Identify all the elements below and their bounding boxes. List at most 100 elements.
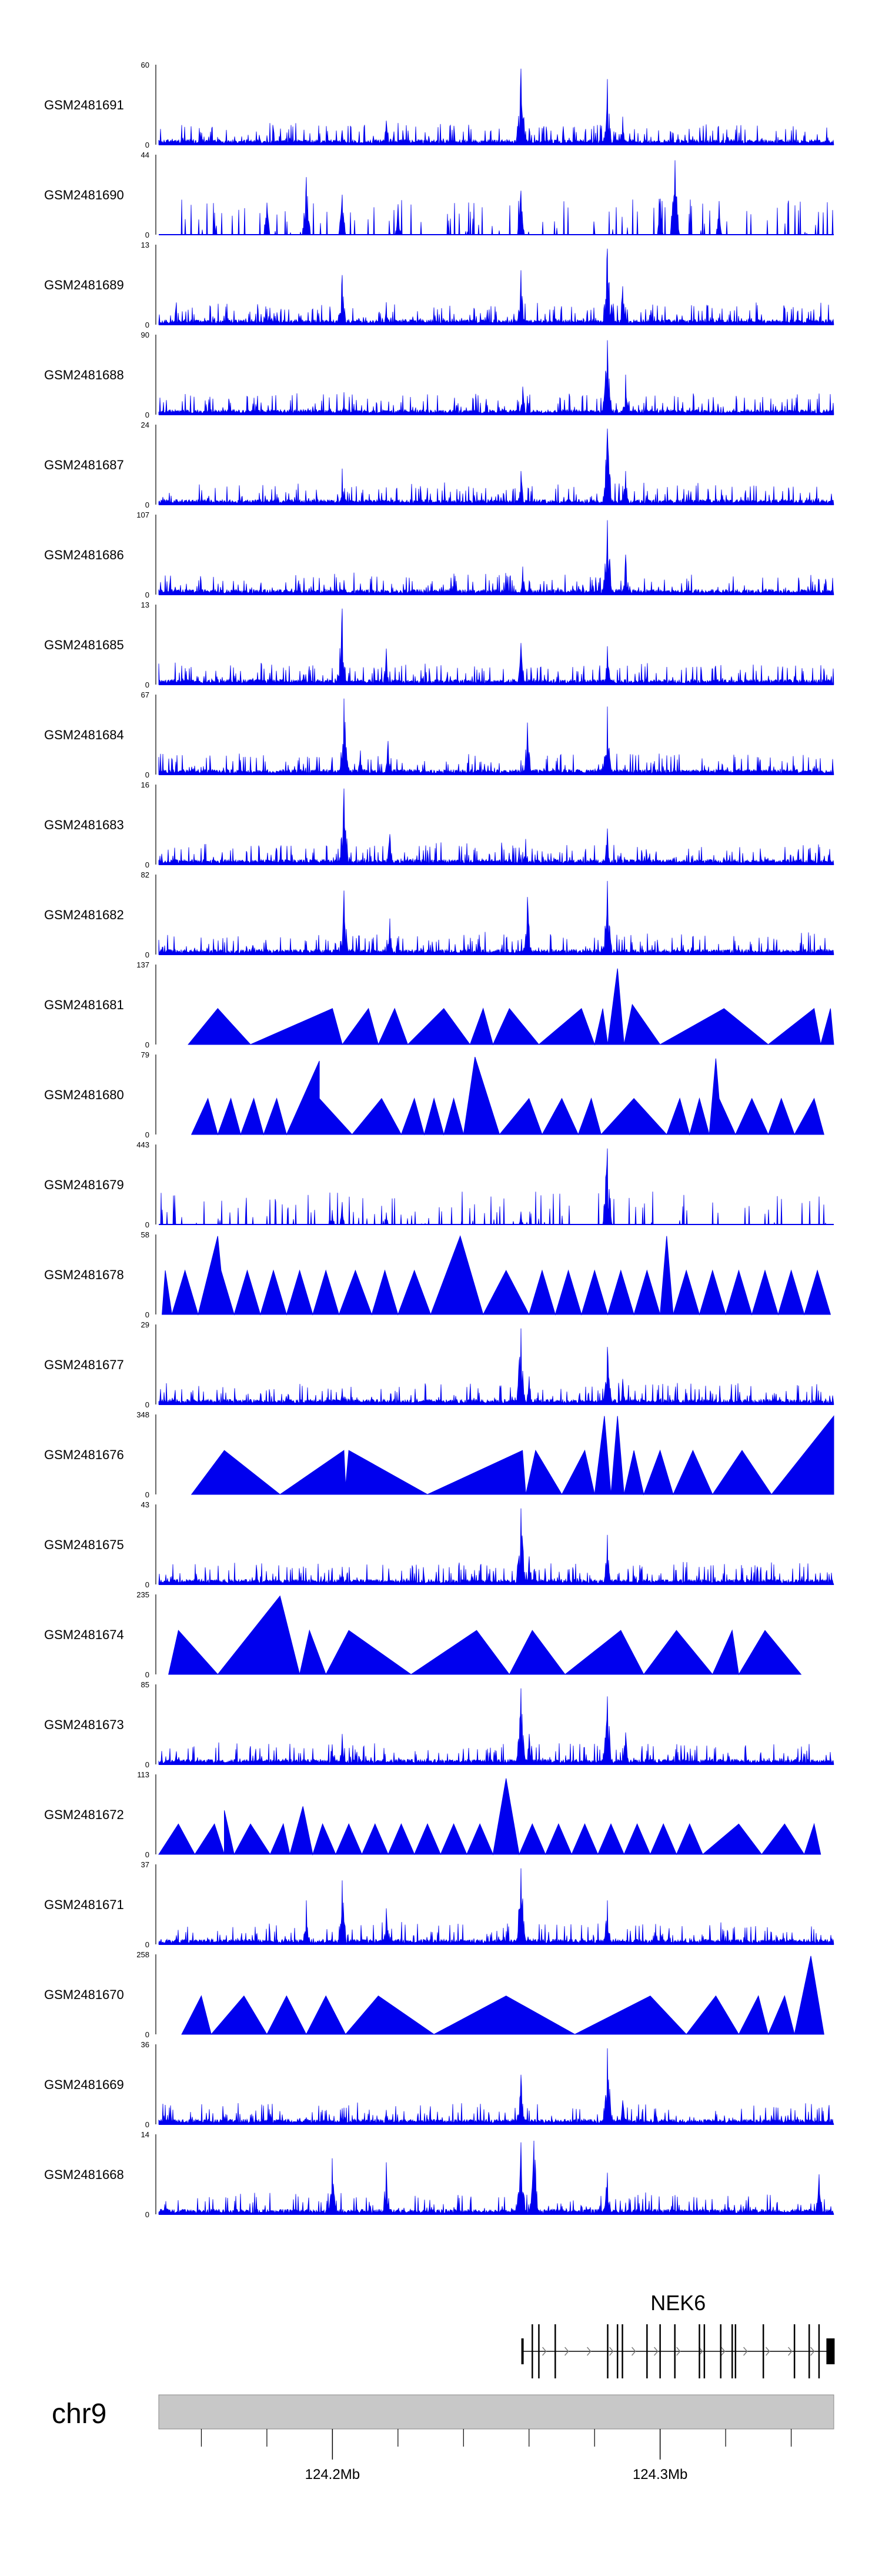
y-max-label: 58 — [141, 1230, 149, 1239]
y-max-label: 82 — [141, 870, 149, 879]
y-max-label: 137 — [136, 960, 149, 969]
track-GSM2481680: GSM2481680 79 0 — [44, 1050, 824, 1139]
y-min-label: 0 — [145, 1130, 149, 1139]
signal-area — [158, 1328, 834, 1405]
y-max-label: 24 — [141, 421, 149, 429]
y-max-label: 60 — [141, 61, 149, 69]
track-label: GSM2481687 — [44, 458, 124, 472]
strand-arrow — [810, 2347, 815, 2356]
track-label: GSM2481672 — [44, 1807, 124, 1822]
exon — [674, 2324, 676, 2378]
exon — [703, 2324, 706, 2378]
y-max-label: 36 — [141, 2040, 149, 2049]
track-label: GSM2481686 — [44, 548, 124, 562]
track-label: GSM2481670 — [44, 1987, 124, 2002]
strand-arrow — [766, 2347, 770, 2356]
y-max-label: 37 — [141, 1860, 149, 1869]
exon — [554, 2324, 556, 2378]
exon — [699, 2324, 700, 2378]
track-GSM2481668: GSM2481668 14 0 — [44, 2130, 834, 2219]
track-label: GSM2481682 — [44, 907, 124, 922]
strand-arrow — [788, 2347, 793, 2356]
signal-area — [158, 1508, 834, 1585]
track-GSM2481681: GSM2481681 137 0 — [44, 960, 834, 1049]
track-GSM2481690: GSM2481690 44 0 — [44, 151, 834, 239]
track-GSM2481688: GSM2481688 90 0 — [44, 331, 834, 419]
y-min-label: 0 — [145, 860, 149, 869]
track-GSM2481682: GSM2481682 82 0 — [44, 870, 834, 959]
track-GSM2481678: GSM2481678 58 0 — [44, 1230, 831, 1319]
signal-area — [159, 1148, 834, 1225]
exon — [734, 2324, 737, 2378]
signal-area — [191, 1415, 834, 1496]
exon — [538, 2324, 540, 2378]
exon — [607, 2324, 609, 2378]
y-min-label: 0 — [145, 2030, 149, 2039]
track-GSM2481679: GSM2481679 443 0 — [44, 1140, 834, 1229]
track-label: GSM2481677 — [44, 1357, 124, 1372]
exon — [731, 2324, 733, 2378]
track-label: GSM2481690 — [44, 188, 124, 202]
signal-area — [158, 1868, 834, 1945]
exon — [720, 2324, 721, 2378]
track-GSM2481685: GSM2481685 13 0 — [44, 600, 834, 689]
track-label: GSM2481691 — [44, 98, 124, 112]
y-min-label: 0 — [145, 1670, 149, 1679]
exon — [646, 2324, 648, 2378]
exon — [659, 2324, 661, 2378]
signal-area — [158, 788, 834, 865]
track-label: GSM2481685 — [44, 638, 124, 652]
chromosome-band — [158, 2394, 834, 2430]
y-min-label: 0 — [145, 1940, 149, 1949]
y-max-label: 44 — [141, 151, 149, 159]
y-min-label: 0 — [145, 1040, 149, 1049]
y-min-label: 0 — [145, 770, 149, 779]
y-min-label: 0 — [145, 321, 149, 329]
track-label: GSM2481683 — [44, 817, 124, 832]
exon — [532, 2324, 533, 2378]
track-label: GSM2481669 — [44, 2077, 124, 2092]
track-GSM2481691: GSM2481691 60 0 — [44, 61, 834, 149]
y-max-label: 13 — [141, 241, 149, 249]
signal-area — [158, 68, 834, 145]
strand-arrow — [721, 2347, 726, 2356]
y-min-label: 0 — [145, 1580, 149, 1589]
track-GSM2481673: GSM2481673 85 0 — [44, 1680, 834, 1769]
signal-area — [158, 520, 834, 595]
signal-tracks: GSM2481691600GSM2481690440GSM2481689130G… — [44, 61, 834, 2219]
track-GSM2481684: GSM2481684 67 0 — [44, 690, 834, 779]
exon — [808, 2324, 810, 2378]
y-max-label: 43 — [141, 1500, 149, 1509]
gene-track: NEK6 — [521, 2291, 835, 2378]
track-label: GSM2481673 — [44, 1717, 124, 1732]
y-min-label: 0 — [145, 2210, 149, 2219]
y-max-label: 258 — [136, 1950, 149, 1959]
y-max-label: 13 — [141, 600, 149, 609]
exon — [826, 2338, 835, 2364]
track-label: GSM2481680 — [44, 1087, 124, 1102]
y-max-label: 14 — [141, 2130, 149, 2139]
signal-area — [158, 428, 834, 505]
exon — [762, 2324, 764, 2378]
y-min-label: 0 — [145, 500, 149, 509]
strand-arrow — [632, 2347, 636, 2356]
y-max-label: 67 — [141, 690, 149, 699]
exon — [616, 2324, 619, 2378]
strand-arrow — [743, 2347, 748, 2356]
strand-arrow — [676, 2347, 681, 2356]
strand-arrow — [654, 2347, 659, 2356]
signal-area — [158, 2140, 834, 2215]
strand-arrow — [587, 2347, 592, 2356]
track-GSM2481671: GSM2481671 37 0 — [44, 1860, 834, 1949]
signal-area — [191, 1056, 824, 1136]
y-min-label: 0 — [145, 231, 149, 239]
y-max-label: 29 — [141, 1320, 149, 1329]
x-tick-label: 124.3Mb — [633, 2467, 687, 2482]
gene-label: NEK6 — [650, 2291, 706, 2315]
y-min-label: 0 — [145, 1490, 149, 1499]
track-label: GSM2481671 — [44, 1897, 124, 1912]
track-GSM2481683: GSM2481683 16 0 — [44, 780, 834, 869]
signal-area — [181, 1956, 824, 2036]
strand-arrow — [609, 2347, 614, 2356]
